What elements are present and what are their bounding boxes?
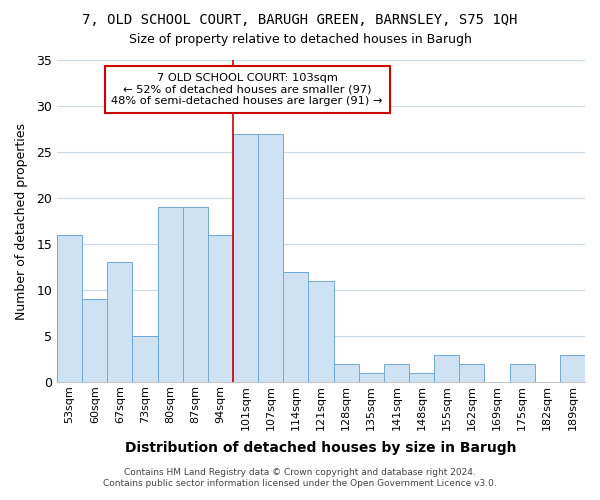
Bar bbox=[359, 373, 384, 382]
Bar bbox=[258, 134, 283, 382]
Text: Size of property relative to detached houses in Barugh: Size of property relative to detached ho… bbox=[128, 32, 472, 46]
X-axis label: Distribution of detached houses by size in Barugh: Distribution of detached houses by size … bbox=[125, 441, 517, 455]
Bar bbox=[434, 354, 460, 382]
Bar bbox=[183, 208, 208, 382]
Y-axis label: Number of detached properties: Number of detached properties bbox=[15, 122, 28, 320]
Bar bbox=[308, 281, 334, 382]
Bar bbox=[208, 235, 233, 382]
Bar bbox=[509, 364, 535, 382]
Bar bbox=[560, 354, 585, 382]
Text: 7, OLD SCHOOL COURT, BARUGH GREEN, BARNSLEY, S75 1QH: 7, OLD SCHOOL COURT, BARUGH GREEN, BARNS… bbox=[82, 12, 518, 26]
Text: Contains HM Land Registry data © Crown copyright and database right 2024.
Contai: Contains HM Land Registry data © Crown c… bbox=[103, 468, 497, 487]
Bar bbox=[460, 364, 484, 382]
Bar bbox=[334, 364, 359, 382]
Bar bbox=[409, 373, 434, 382]
Bar bbox=[233, 134, 258, 382]
Bar bbox=[57, 235, 82, 382]
Bar bbox=[384, 364, 409, 382]
Bar bbox=[133, 336, 158, 382]
Bar bbox=[107, 262, 133, 382]
Bar bbox=[82, 300, 107, 382]
Bar bbox=[283, 272, 308, 382]
Bar bbox=[158, 208, 183, 382]
Text: 7 OLD SCHOOL COURT: 103sqm
← 52% of detached houses are smaller (97)
48% of semi: 7 OLD SCHOOL COURT: 103sqm ← 52% of deta… bbox=[112, 73, 383, 106]
